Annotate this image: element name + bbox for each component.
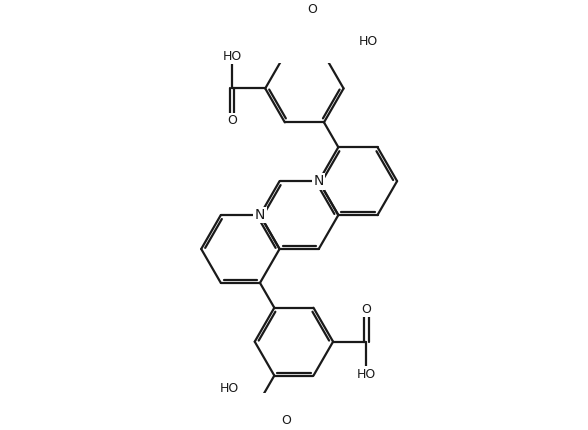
Text: O: O: [281, 414, 290, 427]
Text: O: O: [227, 114, 237, 127]
Text: O: O: [308, 3, 318, 16]
Text: HO: HO: [220, 382, 239, 395]
Text: N: N: [255, 208, 265, 222]
Text: HO: HO: [357, 368, 376, 381]
Text: O: O: [362, 303, 371, 316]
Text: HO: HO: [359, 35, 378, 48]
Text: HO: HO: [222, 49, 242, 62]
Text: N: N: [313, 174, 324, 188]
